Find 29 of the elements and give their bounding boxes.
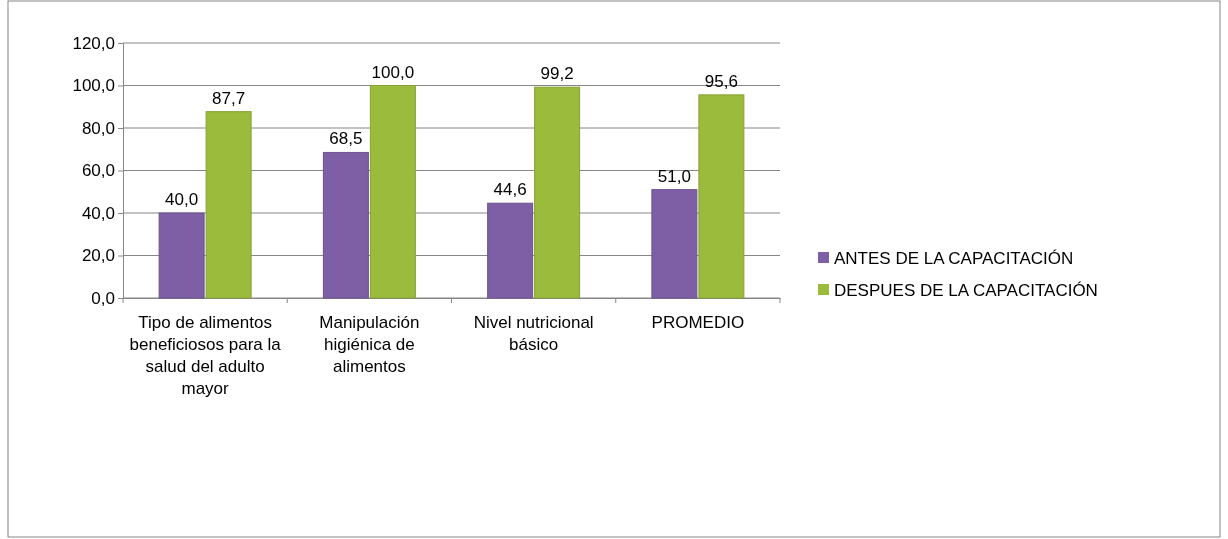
y-tick-label: 20,0 [81, 246, 115, 266]
bar [205, 111, 252, 299]
y-tick-label: 40,0 [81, 203, 115, 223]
x-tick-label: PROMEDIO [651, 313, 745, 332]
data-label: 100,0 [371, 62, 415, 82]
y-tick-label: 100,0 [72, 76, 115, 96]
x-tick-label: Manipulación higiénica de alimentos [319, 313, 420, 376]
bar [158, 212, 205, 299]
bar [698, 94, 745, 299]
bar [487, 202, 534, 299]
bar [651, 189, 698, 299]
data-label: 95,6 [704, 71, 738, 91]
data-label: 99,2 [540, 64, 574, 84]
legend-label: ANTES DE LA CAPACITACIÓN [834, 249, 1074, 268]
data-label: 40,0 [165, 190, 199, 209]
y-tick-label: 80,0 [81, 118, 115, 138]
bar [369, 85, 416, 299]
x-tick-label: Nivel nutricional básico [473, 313, 594, 354]
x-tick-label: Tipo de alimentos beneficiosos para la salud del adulto mayor [129, 313, 282, 398]
y-tick-label: 60,0 [81, 161, 115, 181]
bar [322, 151, 369, 299]
data-label: 68,5 [329, 129, 363, 149]
bar [534, 86, 581, 299]
y-tick-label: 120,0 [72, 33, 115, 53]
data-label: 87,7 [212, 88, 246, 108]
legend-label: DESPUES DE LA CAPACITACIÓN [834, 281, 1098, 300]
data-label: 44,6 [493, 180, 527, 200]
data-label: 51,0 [657, 166, 691, 186]
y-tick-label: 0,0 [91, 288, 115, 308]
